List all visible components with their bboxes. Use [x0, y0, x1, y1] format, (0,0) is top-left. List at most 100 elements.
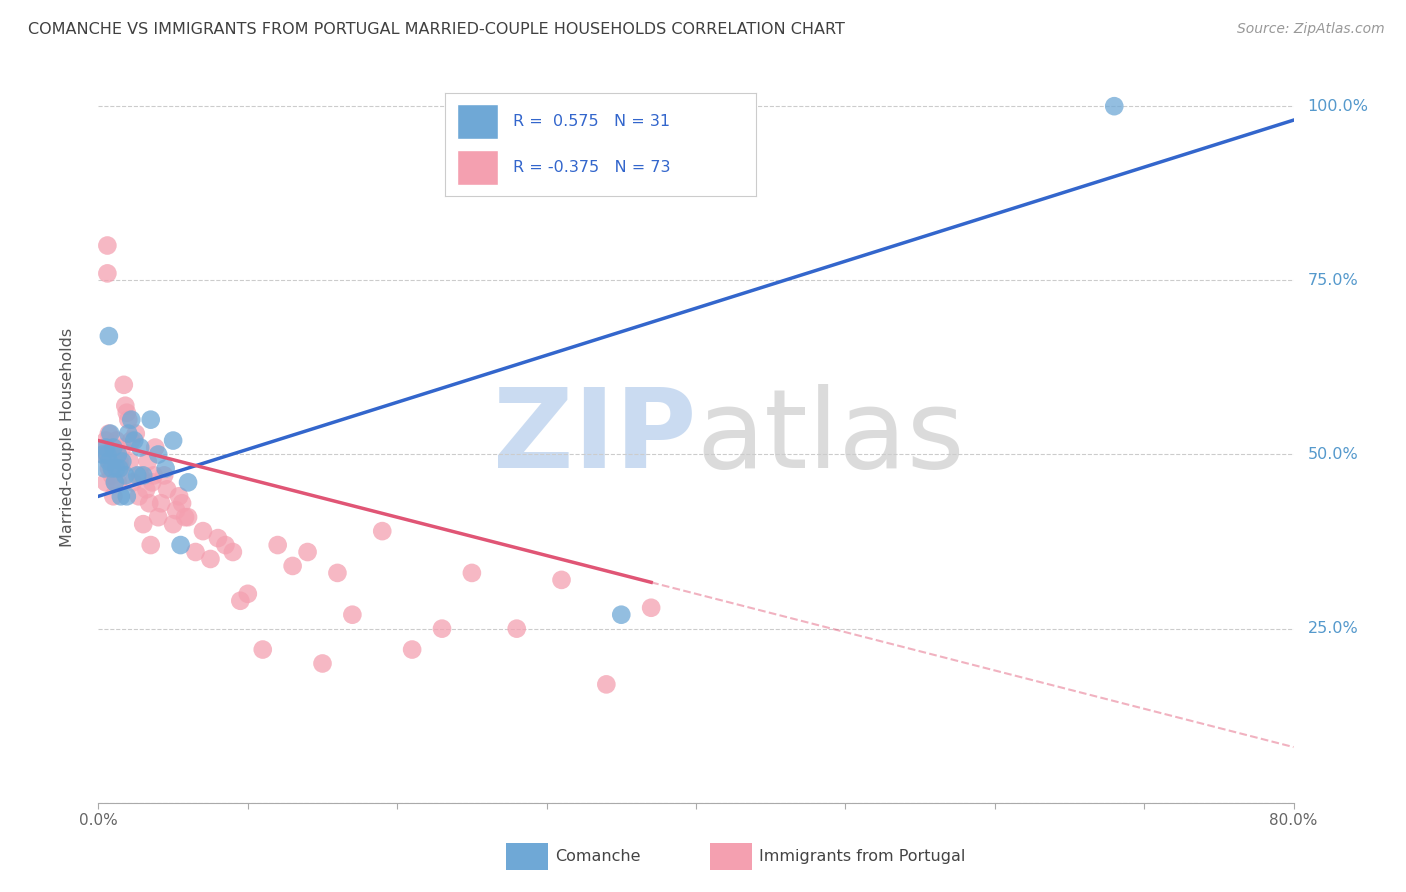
Point — [162, 434, 184, 448]
Point — [167, 489, 190, 503]
Point — [138, 496, 160, 510]
Point — [207, 531, 229, 545]
Point — [117, 412, 139, 426]
Text: atlas: atlas — [696, 384, 965, 491]
Point — [177, 510, 200, 524]
Point — [148, 510, 170, 524]
Point — [107, 448, 129, 462]
Point — [105, 434, 128, 448]
Point — [114, 399, 136, 413]
Point — [98, 426, 122, 441]
Point — [108, 454, 131, 468]
Point — [132, 468, 155, 483]
Text: 100.0%: 100.0% — [1308, 99, 1368, 113]
Text: COMANCHE VS IMMIGRANTS FROM PORTUGAL MARRIED-COUPLE HOUSEHOLDS CORRELATION CHART: COMANCHE VS IMMIGRANTS FROM PORTUGAL MAR… — [28, 22, 845, 37]
Point — [101, 468, 124, 483]
Point — [143, 441, 166, 455]
Point — [148, 448, 170, 462]
Point — [150, 496, 173, 510]
Point — [94, 434, 117, 448]
Point — [174, 510, 197, 524]
Point — [135, 483, 157, 497]
Point — [214, 538, 236, 552]
Point — [111, 441, 134, 455]
Point — [110, 461, 132, 475]
Point — [115, 489, 138, 503]
Point — [142, 468, 165, 483]
Point — [127, 468, 149, 483]
Point — [97, 454, 120, 468]
Point — [96, 266, 118, 280]
Point — [281, 558, 304, 573]
Point — [97, 426, 120, 441]
Point — [200, 552, 222, 566]
Point — [98, 448, 122, 462]
Point — [252, 642, 274, 657]
Point — [97, 329, 120, 343]
Point — [120, 412, 142, 426]
Point — [1104, 99, 1126, 113]
Point — [177, 475, 200, 490]
Point — [94, 475, 117, 490]
Point — [229, 594, 252, 608]
Point — [326, 566, 349, 580]
Point — [101, 441, 124, 455]
Point — [267, 538, 290, 552]
Point — [112, 377, 135, 392]
Point — [550, 573, 572, 587]
Text: Source: ZipAtlas.com: Source: ZipAtlas.com — [1237, 22, 1385, 37]
Point — [155, 461, 177, 475]
Point — [105, 461, 128, 475]
Point — [610, 607, 633, 622]
Point — [118, 454, 141, 468]
Point — [125, 426, 148, 441]
Point — [114, 468, 136, 483]
Point — [93, 441, 115, 455]
Point — [91, 448, 114, 462]
Point — [311, 657, 333, 671]
Y-axis label: Married-couple Households: Married-couple Households — [60, 327, 75, 547]
Point — [184, 545, 207, 559]
Point — [104, 475, 127, 490]
Point — [461, 566, 484, 580]
Point — [506, 622, 529, 636]
Point — [94, 441, 117, 455]
Point — [96, 448, 118, 462]
Point — [222, 545, 245, 559]
Point — [342, 607, 364, 622]
Point — [121, 475, 143, 490]
Text: 75.0%: 75.0% — [1308, 273, 1358, 288]
Point — [97, 461, 120, 475]
Point — [108, 461, 131, 475]
Point — [640, 600, 662, 615]
Point — [136, 454, 159, 468]
Point — [139, 412, 162, 426]
Point — [156, 483, 179, 497]
Text: Immigrants from Portugal: Immigrants from Portugal — [759, 849, 966, 863]
Point — [141, 475, 163, 490]
Point — [595, 677, 617, 691]
Point — [129, 468, 152, 483]
Point — [371, 524, 394, 538]
Point — [124, 434, 146, 448]
Point — [107, 448, 129, 462]
Text: Comanche: Comanche — [555, 849, 641, 863]
Point — [111, 454, 134, 468]
Point — [132, 517, 155, 532]
Point — [430, 622, 453, 636]
Point — [115, 406, 138, 420]
Point — [104, 475, 127, 490]
Text: 25.0%: 25.0% — [1308, 621, 1358, 636]
Point — [117, 426, 139, 441]
Point — [162, 517, 184, 532]
Point — [93, 461, 115, 475]
Point — [128, 489, 150, 503]
Point — [120, 434, 142, 448]
Point — [96, 448, 118, 462]
Point — [103, 441, 125, 455]
Point — [153, 468, 176, 483]
Point — [165, 503, 187, 517]
Point — [107, 475, 129, 490]
Point — [236, 587, 259, 601]
Point — [139, 538, 162, 552]
